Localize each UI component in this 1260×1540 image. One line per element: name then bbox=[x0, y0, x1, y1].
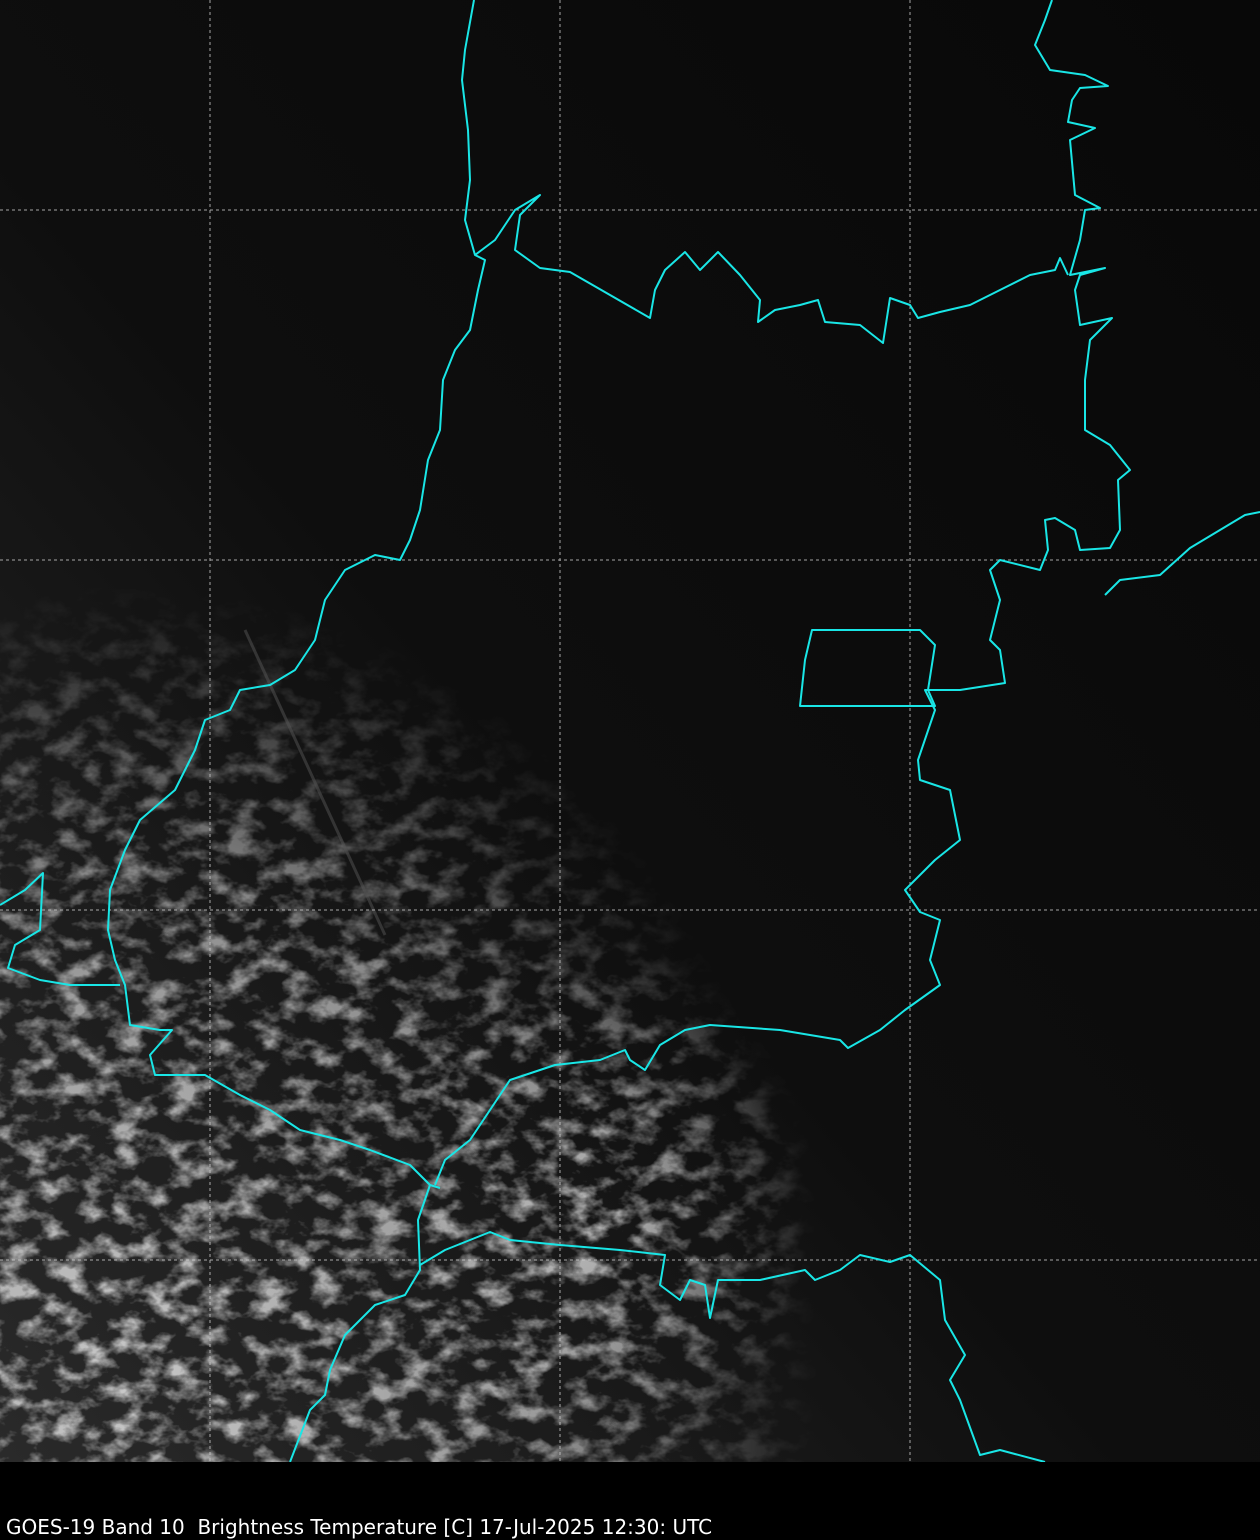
boundary-far-west bbox=[0, 872, 120, 986]
contrail bbox=[243, 629, 387, 936]
boundary-west bbox=[107, 0, 486, 1189]
boundary-south bbox=[419, 1231, 1046, 1462]
lat-lon-gridlines bbox=[0, 0, 1260, 1462]
boundary-south-branch bbox=[289, 1184, 431, 1462]
cloud-field bbox=[0, 0, 1260, 1462]
boundary-central-east bbox=[434, 0, 1131, 1186]
political-boundaries bbox=[0, 0, 1260, 1462]
image-caption: GOES-19 Band 10 Brightness Temperature [… bbox=[6, 1515, 713, 1539]
satellite-image bbox=[0, 0, 1260, 1462]
boundary-east bbox=[1104, 511, 1260, 596]
federal-district-outline bbox=[799, 629, 936, 707]
boundary-north bbox=[474, 194, 1069, 344]
